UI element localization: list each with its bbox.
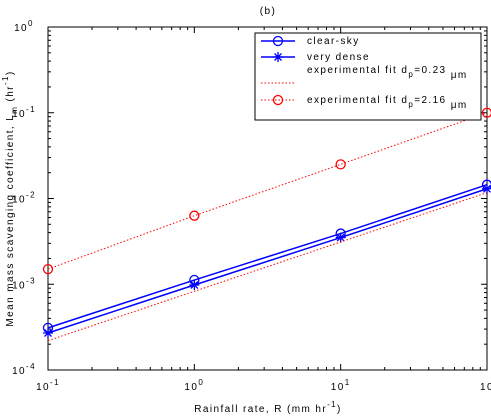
tick-exponent: 0 [28, 19, 34, 28]
label-part: μm [451, 70, 468, 81]
label-part: Mean mass scavenging coefficient, L [5, 114, 16, 327]
legend-box [254, 32, 482, 121]
marker [43, 328, 53, 339]
y-tick-label: 10-4 [12, 362, 36, 377]
x-axis-label: Rainfall rate, R (mm hr-1) [194, 400, 341, 415]
marker [272, 35, 284, 47]
marker [189, 210, 200, 221]
marker [335, 159, 346, 170]
legend-label: clear-sky [307, 36, 360, 47]
label-part: μm [451, 100, 468, 111]
label-part: experimental fit d [307, 65, 408, 76]
marker [272, 94, 284, 106]
subscript: p [408, 100, 414, 109]
x-tick-label: 100 [184, 378, 204, 393]
subscript: p [408, 70, 414, 79]
tick-base: 10 [184, 382, 198, 393]
label-part: Rainfall rate, R (mm hr [194, 404, 327, 415]
tick-base: 10 [12, 109, 26, 120]
label-part: (hr [5, 85, 16, 106]
marker [273, 52, 283, 62]
tick-exponent: -1 [50, 378, 60, 387]
label-part: ) [5, 70, 16, 75]
legend-label: experimental fit dp=0.23 μm [307, 65, 468, 81]
supscript: -1 [327, 400, 337, 409]
y-tick-label: 10-2 [12, 191, 36, 206]
marker [42, 264, 54, 275]
tick-base: 10 [12, 366, 26, 377]
tick-exponent: -1 [26, 105, 36, 114]
tick-base: 10 [12, 195, 26, 206]
series-line [47, 188, 488, 334]
tick-base: 10 [14, 23, 28, 34]
series-line [47, 183, 488, 329]
series-line [47, 192, 488, 342]
legend-label: very dense [307, 52, 370, 63]
tick-base: 10 [36, 382, 50, 393]
chart-title: (b) [260, 6, 276, 17]
tick-base: 10 [480, 382, 491, 393]
tick-exponent: 1 [345, 378, 351, 387]
legend-label: experimental fit dp=2.16 μm [307, 95, 468, 111]
label-part: ) [337, 404, 342, 415]
y-tick-label: 100 [14, 19, 34, 34]
series-line [47, 112, 488, 270]
label-part: experimental fit d [307, 95, 408, 106]
marker [482, 183, 491, 194]
subscript: m [10, 106, 19, 114]
tick-exponent: -2 [26, 191, 36, 200]
marker [481, 107, 491, 118]
label-part: =2.16 [414, 95, 450, 106]
tick-exponent: -3 [26, 276, 36, 285]
y-axis-label: Mean mass scavenging coefficient, Lm (hr… [1, 70, 19, 326]
tick-exponent: -4 [26, 362, 36, 371]
x-tick-label: 10-1 [36, 378, 60, 393]
tick-exponent: 0 [198, 378, 204, 387]
tick-base: 10 [12, 280, 26, 291]
x-tick-label: 101 [331, 378, 351, 393]
label-part: =0.23 [414, 65, 450, 76]
marker [335, 232, 346, 243]
x-tick-label: 10 [480, 382, 491, 393]
marker [189, 280, 200, 291]
tick-base: 10 [331, 382, 345, 393]
y-tick-label: 10-3 [12, 276, 36, 291]
supscript: -1 [1, 75, 10, 85]
y-tick-label: 10-1 [12, 105, 36, 120]
